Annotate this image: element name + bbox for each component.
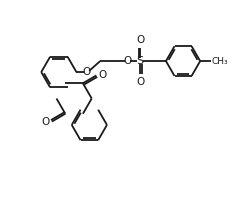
Text: O: O [42,117,50,126]
Text: S: S [137,56,144,66]
Text: O: O [83,67,91,77]
Text: O: O [98,71,107,80]
Text: CH₃: CH₃ [212,57,229,66]
Text: O: O [136,35,144,46]
Text: O: O [136,77,144,87]
Text: O: O [123,56,132,66]
